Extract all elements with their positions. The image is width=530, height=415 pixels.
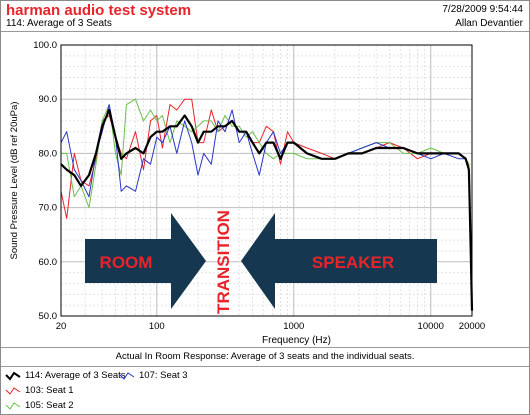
legend-label: 105: Seat 2 [25,400,74,411]
legend-swatch-line [5,401,21,410]
x-axis-label: Frequency (Hz) [262,335,331,346]
test-name: 114: Average of 3 Seats [6,18,112,29]
header: harman audio test system 114: Average of… [1,1,529,32]
y-tick-label: 90.0 [39,94,58,105]
legend-item: 114: Average of 3 Seats [5,369,126,382]
legend-item: 103: Seat 1 [5,384,74,397]
legend-item: 107: Seat 3 [119,369,188,382]
frequency-response-chart: ROOM SPEAKER TRANSITION 50.0 60.0 70.0 80.0… [9,40,485,346]
legend-swatch-line [5,386,21,395]
legend-label: 107: Seat 3 [139,370,188,381]
timestamp: 7/28/2009 9:54:44 [442,4,523,15]
speaker-arrow [241,213,437,309]
room-label: ROOM [100,253,153,272]
legend-swatch-line [5,371,21,381]
author: Allan Devantier [455,18,523,29]
x-tick-label: 20000 [459,321,485,332]
x-tick-label: 10000 [418,321,444,332]
legend-swatch [119,371,135,380]
series-line-105-seat-2 [61,98,473,311]
legend-swatch [5,386,21,395]
y-tick-label: 60.0 [39,257,58,268]
legend-swatch [5,401,21,410]
annotations: ROOM SPEAKER TRANSITION [85,210,437,314]
legend-swatch-line [119,371,135,380]
chart-caption: Actual In Room Response: Average of 3 se… [1,347,529,367]
axis-ticks: 50.0 60.0 70.0 80.0 90.0 100.0 20 100 1000 10000 2… [33,40,485,332]
x-tick-label: 20 [56,321,67,332]
transition-label: TRANSITION [214,210,233,314]
y-tick-label: 80.0 [39,148,58,159]
legend-label: 114: Average of 3 Seats [25,370,126,381]
y-tick-label: 70.0 [39,203,58,214]
plot-area-border [60,44,473,317]
y-tick-label: 100.0 [33,40,57,51]
legend-swatch [5,371,21,381]
series-line-114-average-of-3-seats [60,108,474,311]
y-tick-label: 50.0 [39,311,58,322]
room-arrow [85,213,206,309]
x-tick-label: 100 [149,321,165,332]
y-axis-label: Sound Pressure Level (dB ref 20uPa) [9,102,20,260]
legend: 114: Average of 3 Seats 107: Seat 3 103: S… [1,367,529,414]
app-title: harman audio test system [6,2,192,19]
series-lines [60,98,474,311]
speaker-label: SPEAKER [312,253,394,272]
legend-label: 103: Seat 1 [25,385,74,396]
x-tick-label: 1000 [283,321,304,332]
legend-item: 105: Seat 2 [5,399,74,412]
